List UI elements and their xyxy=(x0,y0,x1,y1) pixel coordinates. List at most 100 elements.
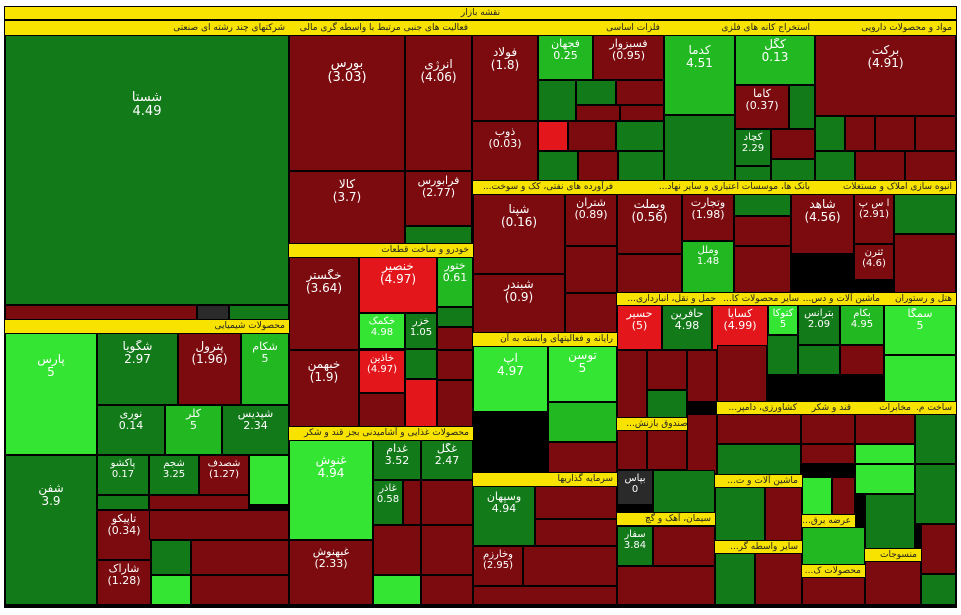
stock-tile[interactable] xyxy=(789,85,815,129)
stock-tile[interactable]: سفار 3.84 xyxy=(617,526,653,566)
stock-tile[interactable] xyxy=(618,151,664,181)
stock-tile[interactable] xyxy=(373,525,421,575)
stock-tile[interactable] xyxy=(548,402,617,442)
stock-tile[interactable]: بکام 4.95 xyxy=(840,305,884,345)
stock-tile[interactable] xyxy=(617,566,715,605)
stock-tile[interactable] xyxy=(578,151,618,181)
stock-tile[interactable] xyxy=(576,105,620,121)
stock-tile[interactable] xyxy=(845,116,875,151)
stock-tile[interactable] xyxy=(875,116,915,151)
stock-tile[interactable] xyxy=(687,350,717,402)
stock-tile[interactable] xyxy=(538,121,568,151)
stock-tile[interactable] xyxy=(437,350,473,380)
stock-tile[interactable]: برکت (4.91) xyxy=(815,35,956,116)
stock-tile[interactable] xyxy=(815,116,845,151)
stock-tile[interactable] xyxy=(771,159,815,181)
stock-tile[interactable]: کلر 5 xyxy=(165,405,222,455)
stock-tile[interactable] xyxy=(771,129,815,159)
stock-tile[interactable] xyxy=(915,414,956,464)
stock-tile[interactable] xyxy=(405,379,437,427)
stock-tile[interactable]: وتجارت (1.98) xyxy=(682,194,734,241)
stock-tile[interactable]: غگل 2.47 xyxy=(421,440,473,480)
stock-tile[interactable] xyxy=(523,546,617,586)
stock-tile[interactable]: پترول (1.96) xyxy=(178,333,241,405)
stock-tile[interactable]: خگستر (3.64) xyxy=(289,257,359,350)
stock-tile[interactable]: بپاس 0 xyxy=(617,470,653,505)
stock-tile[interactable]: شپنا (0.16) xyxy=(473,194,565,274)
stock-tile[interactable]: توسن 5 xyxy=(548,346,617,402)
stock-tile[interactable]: فجهان 0.25 xyxy=(538,35,593,80)
stock-tile[interactable]: ثترن (4.6) xyxy=(854,244,894,280)
stock-tile[interactable] xyxy=(538,80,576,121)
stock-tile[interactable] xyxy=(734,216,791,246)
stock-tile[interactable] xyxy=(832,477,855,515)
stock-tile[interactable] xyxy=(405,349,437,379)
stock-tile[interactable] xyxy=(855,414,915,444)
stock-tile[interactable]: غبهنوش (2.33) xyxy=(289,540,373,605)
stock-tile[interactable] xyxy=(717,414,801,444)
stock-tile[interactable]: بورس (3.03) xyxy=(289,35,405,171)
stock-tile[interactable] xyxy=(647,350,687,390)
stock-tile[interactable]: خاذین (4.97) xyxy=(359,350,405,393)
stock-tile[interactable] xyxy=(617,350,647,418)
stock-tile[interactable] xyxy=(801,414,855,444)
stock-tile[interactable] xyxy=(191,540,289,575)
stock-tile[interactable]: پاکشو 0.17 xyxy=(97,455,149,495)
stock-tile[interactable]: آ س پ (2.91) xyxy=(854,194,894,244)
stock-tile[interactable] xyxy=(802,477,832,515)
stock-tile[interactable] xyxy=(437,327,473,350)
stock-tile[interactable] xyxy=(798,345,840,375)
stock-tile[interactable] xyxy=(229,305,289,320)
stock-tile[interactable] xyxy=(576,80,616,105)
stock-tile[interactable]: وخارزم (2.95) xyxy=(473,546,523,586)
stock-tile[interactable]: شفن 3.9 xyxy=(5,455,97,605)
stock-tile[interactable]: شصدف (1.27) xyxy=(199,455,249,495)
stock-tile[interactable]: شجم 3.25 xyxy=(149,455,199,495)
stock-tile[interactable] xyxy=(565,293,617,333)
stock-tile[interactable] xyxy=(568,121,616,151)
stock-tile[interactable]: فسبزوار (0.95) xyxy=(593,35,664,80)
stock-tile[interactable]: غنوش 4.94 xyxy=(289,440,373,540)
stock-tile[interactable] xyxy=(855,151,905,181)
stock-tile[interactable] xyxy=(894,234,956,293)
stock-tile[interactable]: کدما 4.51 xyxy=(664,35,735,115)
stock-tile[interactable]: شاراک (1.28) xyxy=(97,560,151,605)
stock-tile[interactable]: آپ 4.97 xyxy=(473,346,548,412)
stock-tile[interactable] xyxy=(647,390,687,418)
stock-tile[interactable] xyxy=(403,480,421,525)
stock-tile[interactable]: تاپیکو (0.34) xyxy=(97,510,151,560)
stock-tile[interactable]: کسایا (4.99) xyxy=(712,305,768,350)
stock-tile[interactable] xyxy=(815,151,855,181)
stock-tile[interactable] xyxy=(653,526,715,566)
stock-tile[interactable]: شبندر (0.9) xyxy=(473,274,565,333)
stock-tile[interactable] xyxy=(855,464,915,494)
stock-tile[interactable] xyxy=(620,105,664,121)
stock-tile[interactable]: وملل 1.48 xyxy=(682,241,734,293)
stock-tile[interactable]: خکمک 4.98 xyxy=(359,313,405,349)
stock-tile[interactable]: شگویا 2.97 xyxy=(97,333,178,405)
stock-tile[interactable] xyxy=(437,380,473,427)
stock-tile[interactable] xyxy=(538,151,578,181)
stock-tile[interactable]: فرابورس (2.77) xyxy=(405,171,472,226)
stock-tile[interactable] xyxy=(617,430,647,470)
stock-tile[interactable] xyxy=(734,246,791,293)
stock-tile[interactable] xyxy=(734,194,791,216)
stock-tile[interactable] xyxy=(151,575,191,605)
stock-tile[interactable] xyxy=(767,335,798,375)
stock-tile[interactable]: شاهد (4.56) xyxy=(791,194,854,254)
stock-tile[interactable] xyxy=(5,305,197,320)
stock-tile[interactable]: غاذر 0.58 xyxy=(373,480,403,525)
stock-tile[interactable] xyxy=(755,553,802,605)
stock-tile[interactable] xyxy=(359,393,405,427)
stock-tile[interactable] xyxy=(373,575,421,605)
stock-tile[interactable] xyxy=(437,307,473,327)
stock-tile[interactable] xyxy=(191,575,289,605)
stock-tile[interactable]: نوری 0.14 xyxy=(97,405,165,455)
stock-tile[interactable] xyxy=(865,494,915,549)
stock-tile[interactable] xyxy=(421,575,473,605)
stock-tile[interactable] xyxy=(616,80,664,105)
stock-tile[interactable]: کچاد 2.29 xyxy=(735,129,771,166)
stock-tile[interactable]: شتران (0.89) xyxy=(565,194,617,246)
stock-tile[interactable] xyxy=(535,519,617,546)
stock-tile[interactable]: پارس 5 xyxy=(5,333,97,455)
